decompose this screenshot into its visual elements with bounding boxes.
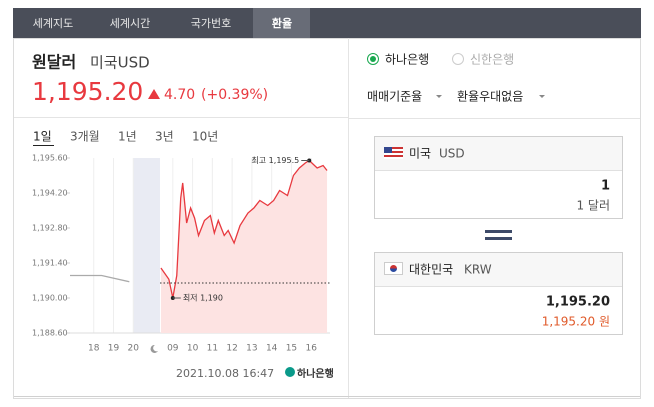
caret [436,95,442,98]
period[interactable]: 3개월 [70,130,100,144]
unit-amount: 1 달러 [576,199,610,213]
unit-amount: 1,195.20 원 [542,315,610,329]
price: 1,195.20 [32,77,143,106]
dropdown[interactable]: 매매기준율 [367,90,422,104]
up-arrow [148,89,160,99]
amount[interactable]: 1,195.20 [546,295,610,310]
logo: 하나은행 [297,367,334,380]
chart: 18 19 20 09 10 11 12 13 14 15 16 1,195.60 1,194.20 1,… [32,154,330,354]
x-tick-label: 15 [286,344,297,354]
dropdown[interactable]: 환율우대없음 [457,90,523,104]
line [160,159,328,299]
x-tick-label: 14 [266,344,278,354]
x-tick-label: 12 [226,344,237,354]
title: 원달러 [32,53,76,72]
y-tick-label: 1,191.40 [32,259,68,268]
country: 미국 [409,147,431,161]
period[interactable]: 10년 [192,130,218,144]
amount[interactable]: 1 [601,179,610,194]
period[interactable]: 3년 [155,130,174,144]
equals [485,237,512,240]
bank-option[interactable]: 하나은행 [385,52,429,67]
y-tick-label: 1,194.20 [32,189,68,198]
line [70,274,130,283]
area [160,160,328,333]
box-header [375,137,622,170]
tab-bar [13,8,641,38]
x-tick-label: 16 [305,344,317,354]
x-tick-label: 10 [187,344,199,354]
tab[interactable]: 국가번호 [191,17,231,30]
code: USD [439,147,465,161]
bank-option[interactable]: 신한은행 [470,52,514,67]
y-tick-label: 1,188.60 [32,329,68,338]
equals [485,230,512,233]
radio[interactable] [452,53,464,65]
subtitle: 미국USD [90,54,150,72]
x-tick-label: 11 [207,344,218,354]
y-tick-label: 1,192.80 [32,224,68,233]
panel-border [13,38,641,399]
radio-dot [370,56,376,62]
timestamp: 2021.10.08 16:47 [176,367,274,380]
x-tick-label: 13 [246,344,257,354]
period[interactable]: 1년 [118,130,137,144]
kr-flag [384,262,403,275]
x-tick-label: 20 [128,344,140,354]
country: 대한민국 [409,263,453,277]
tab[interactable]: 환율 [272,16,292,30]
tab[interactable]: 세계시간 [110,17,150,30]
box-header [375,253,622,286]
y-tick-label: 1,195.60 [32,154,68,163]
annotation: 최저 1,190 [183,293,223,303]
x-tick-label: 09 [167,344,179,354]
active-tab [253,8,310,38]
x-tick-label: 18 [88,344,100,354]
change: 4.70 [164,87,195,103]
logo-icon [285,367,295,377]
night-icon [150,344,158,353]
period[interactable]: 1일 [33,130,52,144]
code: KRW [464,263,492,277]
change-pct: (+0.39%) [201,87,268,103]
tab[interactable]: 세계지도 [33,17,73,30]
us-flag [384,147,403,159]
night-band [133,158,160,333]
x-tick-label: 19 [108,344,120,354]
annotation: 최고 1,195.5 [251,155,299,165]
caret [539,95,545,98]
y-tick-label: 1,190.00 [32,294,68,303]
